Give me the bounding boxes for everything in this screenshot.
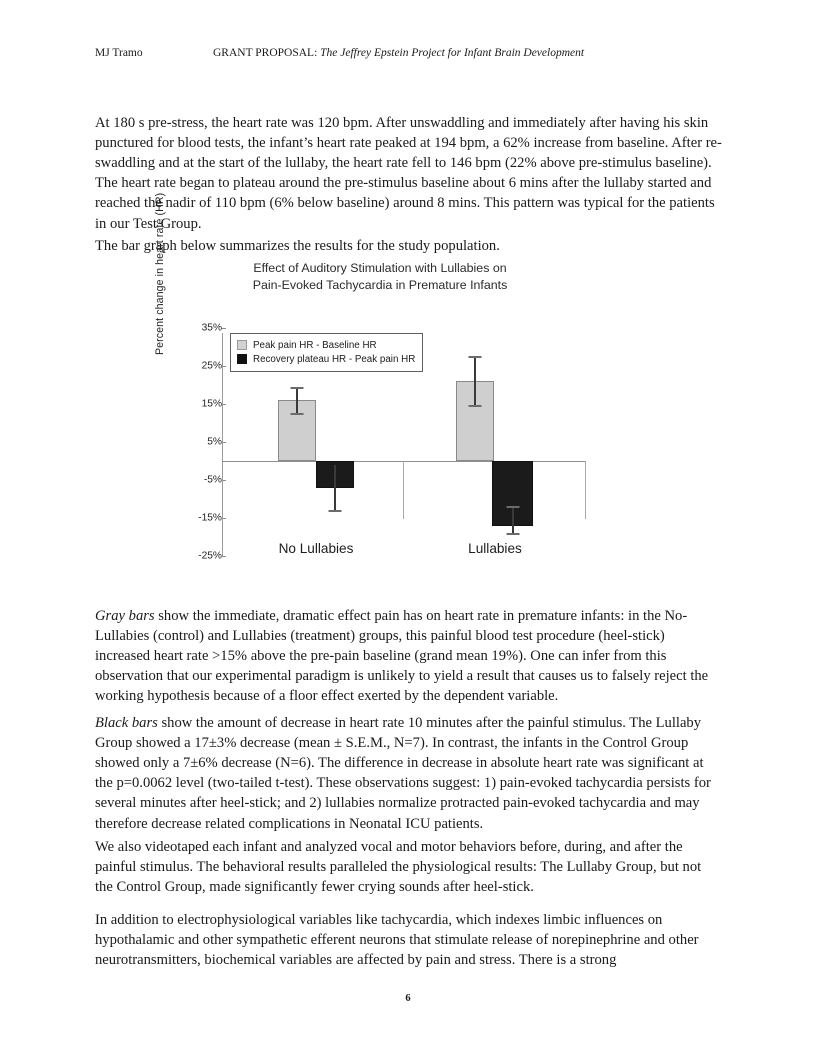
error-bar-line	[512, 506, 514, 534]
legend-swatch-gray-icon	[237, 340, 247, 350]
chart-title-line-1: Effect of Auditory Stimulation with Lull…	[253, 261, 507, 275]
paragraph-6: In addition to electrophysiological vari…	[95, 911, 699, 968]
legend-item-recovery: Recovery plateau HR - Peak pain HR	[237, 352, 415, 366]
chart-legend: Peak pain HR - Baseline HR Recovery plat…	[230, 333, 424, 372]
error-bar-cap-upper	[506, 506, 520, 508]
error-bar-line	[474, 356, 476, 406]
y-tick-mark	[222, 556, 226, 557]
paragraph-3-body: show the immediate, dramatic effect pain…	[95, 607, 709, 705]
y-tick-mark	[222, 366, 226, 367]
category-separator	[585, 461, 586, 519]
bar-chart-figure: Effect of Auditory Stimulation with Lull…	[154, 193, 600, 570]
category-separator	[403, 461, 404, 519]
y-tick-mark	[222, 442, 226, 443]
error-bar-cap-lower	[468, 405, 482, 407]
error-bar-cap-upper	[290, 387, 304, 389]
legend-swatch-black-icon	[237, 354, 247, 364]
error-bar-cap-lower	[506, 533, 520, 535]
running-header: MJ Tramo GRANT PROPOSAL: The Jeffrey Epst…	[95, 46, 721, 60]
category-label-lullabies: Lullabies	[468, 541, 522, 556]
paragraph-4-lead: Black bars	[95, 714, 158, 731]
page-number: 6	[405, 993, 411, 1004]
y-tick-mark	[222, 404, 226, 405]
error-bar-cap-upper	[468, 356, 482, 358]
y-axis-ticks: 35% 25% 15% 5% -5% -15% -25%	[160, 255, 226, 570]
zero-baseline	[222, 461, 586, 462]
legend-item-peak-pain: Peak pain HR - Baseline HR	[237, 338, 415, 352]
paragraph-4-body: show the amount of decrease in heart rat…	[95, 714, 711, 832]
y-axis-line	[222, 333, 223, 557]
error-bar-cap-lower	[290, 413, 304, 415]
chart-title: Effect of Auditory Stimulation with Lull…	[160, 260, 600, 293]
y-tick-mark	[222, 480, 226, 481]
paragraph-3: Gray bars show the immediate, dramatic e…	[95, 606, 722, 707]
y-tick-label: 15%	[201, 398, 222, 410]
paragraph-2: The bar graph below summarizes the resul…	[95, 237, 500, 254]
error-bar-line	[296, 387, 298, 414]
error-bar-cap-lower	[328, 510, 342, 512]
y-tick-label: -15%	[198, 512, 222, 524]
y-tick-mark	[222, 518, 226, 519]
paragraph-1: At 180 s pre-stress, the heart rate was …	[95, 114, 722, 232]
y-tick-label: 5%	[207, 436, 222, 448]
legend-label-recovery: Recovery plateau HR - Peak pain HR	[253, 353, 416, 365]
y-tick-label: -5%	[203, 474, 222, 486]
category-label-no-lullabies: No Lullabies	[278, 541, 354, 556]
header-proposal-title: The Jeffrey Epstein Project for Infant B…	[320, 47, 585, 59]
paragraph-4: Black bars show the amount of decrease i…	[95, 713, 722, 834]
error-bar-line	[334, 465, 336, 511]
paragraph-3-lead: Gray bars	[95, 607, 155, 624]
legend-label-peak-pain: Peak pain HR - Baseline HR	[253, 339, 377, 351]
chart-title-line-2: Pain-Evoked Tachycardia in Premature Inf…	[252, 277, 508, 292]
header-proposal-label: GRANT PROPOSAL:	[213, 47, 318, 59]
y-tick-label: -25%	[198, 550, 222, 562]
chart-plot-area: Percent change in heart rate (HR) 35% 25…	[154, 193, 600, 570]
y-tick-mark	[222, 328, 226, 329]
header-author: MJ Tramo	[95, 47, 143, 59]
y-tick-label: 25%	[201, 360, 222, 372]
y-tick-label: 35%	[201, 322, 222, 334]
paragraph-5: We also videotaped each infant and analy…	[95, 838, 702, 895]
